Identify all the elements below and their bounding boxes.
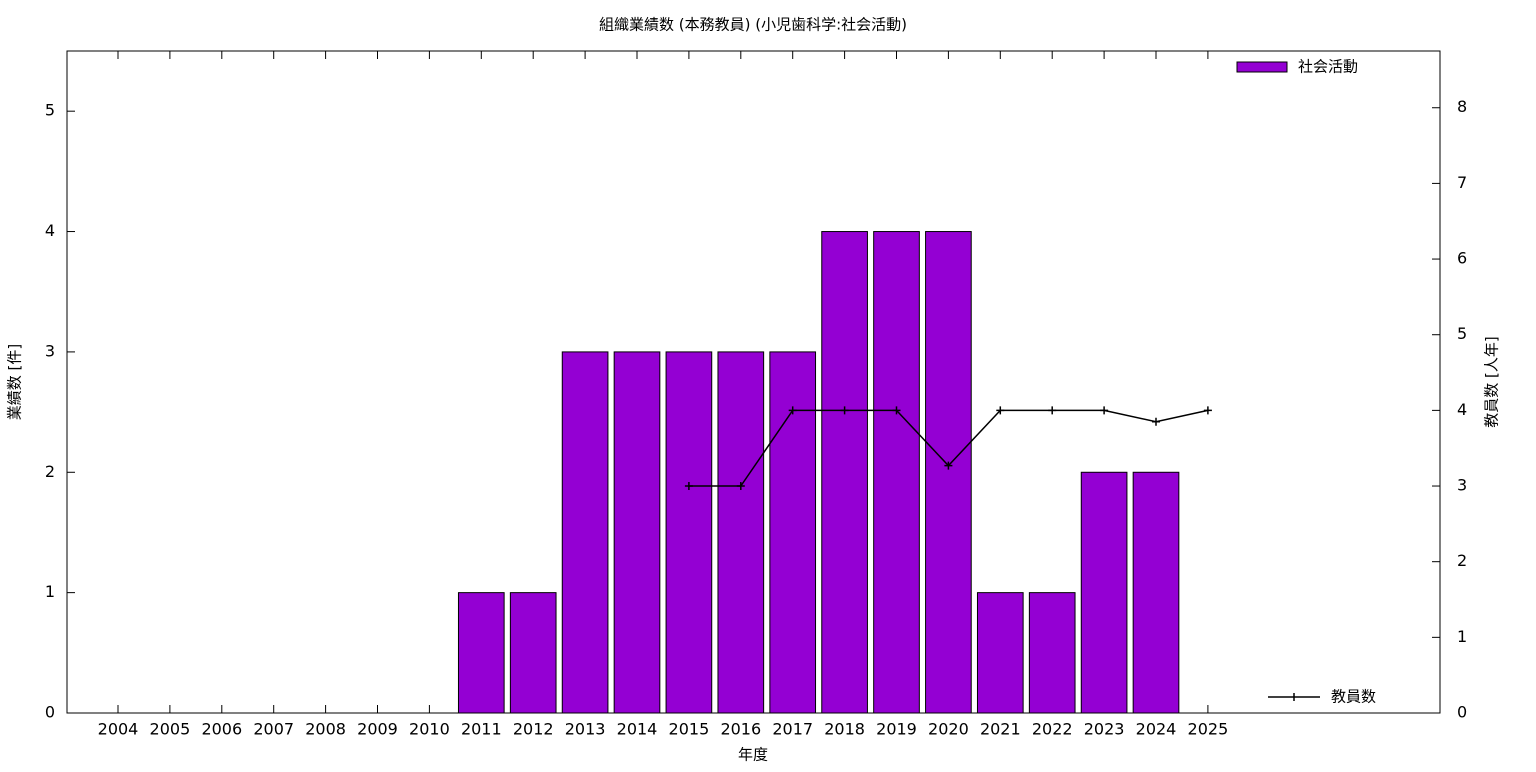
bar (1028, 592, 1076, 714)
y-tick-label: 5 (45, 101, 55, 120)
point (1203, 406, 1212, 415)
point (944, 461, 953, 470)
point (736, 482, 745, 491)
x-tick-label: 2012 (513, 720, 554, 739)
x-tick-label: 2006 (201, 720, 242, 739)
y-tick-label: 4 (45, 221, 55, 240)
bar (613, 351, 661, 714)
bar (925, 231, 972, 714)
bar (1080, 471, 1128, 714)
bar (769, 351, 817, 714)
x-tick-label: 2019 (876, 720, 917, 739)
y2-tick-label: 0 (1457, 703, 1467, 722)
bar (976, 592, 1024, 714)
y-tick-label: 2 (45, 462, 55, 481)
y2-tick-label: 5 (1457, 324, 1467, 343)
chart-title: 組織業績数 (本務教員) (小児歯科学:社会活動) (599, 16, 907, 34)
x-tick-label: 2014 (617, 720, 658, 739)
legend-swatch (1236, 61, 1288, 73)
bar (561, 351, 609, 714)
x-tick-label: 2007 (253, 720, 294, 739)
y2-tick-label: 2 (1457, 551, 1467, 570)
legend-swatch (1268, 693, 1320, 701)
bar (457, 592, 505, 714)
point (840, 406, 849, 415)
y2-tick-label: 3 (1457, 476, 1467, 495)
y-tick-label: 1 (45, 582, 55, 601)
point (684, 482, 693, 491)
x-tick-label: 2022 (1032, 720, 1073, 739)
bar (873, 231, 920, 714)
legend-label: 社会活動 (1298, 58, 1358, 76)
x-tick-label: 2013 (565, 720, 606, 739)
point (1152, 417, 1160, 426)
x-tick-label: 2015 (669, 720, 710, 739)
y-axis-label: 業績数 [件] (6, 344, 24, 420)
x-tick-label: 2005 (150, 720, 191, 739)
x-tick-label: 2025 (1188, 720, 1229, 739)
point (788, 406, 797, 415)
y2-tick-label: 6 (1457, 249, 1467, 268)
point (1048, 406, 1057, 415)
point (892, 406, 901, 415)
y2-tick-label: 1 (1457, 627, 1467, 646)
x-tick-label: 2009 (357, 720, 398, 739)
x-tick-label: 2023 (1084, 720, 1125, 739)
x-tick-label: 2008 (305, 720, 346, 739)
x-tick-label: 2011 (461, 720, 502, 739)
bar (665, 351, 713, 714)
legend-label: 教員数 (1331, 688, 1376, 706)
x-tick-label: 2024 (1136, 720, 1177, 739)
y-tick-label: 3 (45, 341, 55, 360)
x-tick-label: 2017 (772, 720, 813, 739)
bar (717, 351, 765, 714)
x-tick-label: 2004 (98, 720, 139, 739)
bar (1132, 471, 1180, 714)
y2-tick-label: 8 (1457, 97, 1467, 116)
x-tick-label: 2016 (720, 720, 761, 739)
x-tick-label: 2018 (824, 720, 865, 739)
bar (821, 231, 868, 714)
y2-axis-label: 教員数 [人年] (1483, 336, 1501, 427)
y2-tick-label: 4 (1457, 400, 1467, 419)
point (996, 406, 1005, 415)
x-tick-label: 2021 (980, 720, 1021, 739)
y-tick-label: 0 (45, 703, 55, 722)
point (1100, 406, 1109, 415)
x-tick-label: 2010 (409, 720, 450, 739)
y2-tick-label: 7 (1457, 173, 1467, 192)
x-tick-label: 2020 (928, 720, 969, 739)
x-axis-label: 年度 (738, 746, 768, 764)
bar (509, 592, 557, 714)
